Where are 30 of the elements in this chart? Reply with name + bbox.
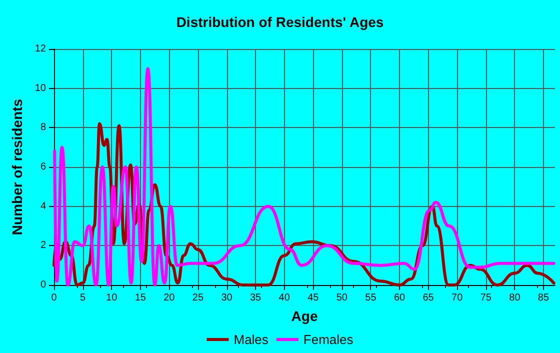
x-tick-label: 20 (164, 292, 176, 304)
x-tick-label: 70 (452, 292, 464, 304)
y-tick-label: 8 (40, 122, 46, 134)
y-tick-label: 6 (40, 162, 46, 172)
legend-label: Males (234, 332, 269, 347)
y-tick-label: 2 (40, 240, 46, 252)
x-axis-title: Age (291, 308, 318, 324)
x-tick-label: 5 (80, 292, 86, 304)
x-tick-label: 45 (308, 292, 320, 304)
x-tick-label: 75 (480, 292, 492, 304)
legend-label: Females (303, 332, 354, 347)
x-tick-label: 40 (278, 292, 290, 304)
x-tick-label: 80 (509, 292, 521, 304)
x-tick-label: 60 (394, 292, 406, 304)
y-tick-label: 0 (40, 280, 46, 290)
y-tick-label: 10 (34, 82, 46, 94)
x-tick-label: 25 (192, 292, 204, 304)
x-tick-label: 65 (422, 292, 434, 304)
y-tick-label: 12 (34, 44, 46, 54)
x-tick-label: 50 (336, 292, 348, 304)
x-tick-label: 55 (365, 292, 377, 304)
chart-title: Distribution of Residents' Ages (176, 14, 384, 30)
x-tick-label: 15 (134, 292, 146, 304)
y-tick-label: 4 (40, 200, 46, 212)
x-tick-label: 30 (221, 292, 233, 304)
y-axis-title: Number of residents (8, 98, 25, 236)
x-tick-label: 35 (250, 292, 262, 304)
x-tick-label: 10 (106, 292, 118, 304)
x-tick-label: 0 (51, 292, 58, 304)
x-tick-label: 85 (538, 292, 550, 304)
